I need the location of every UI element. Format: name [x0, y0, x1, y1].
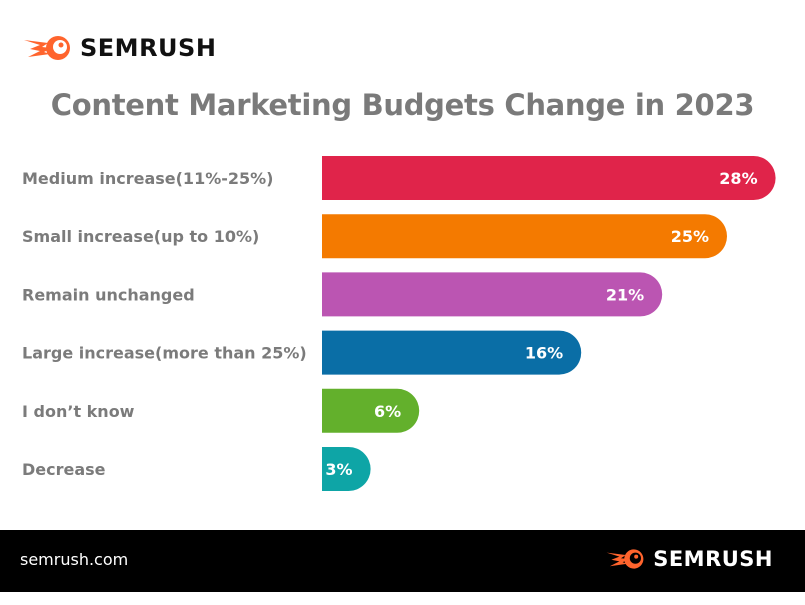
value-label: 25% — [671, 227, 709, 246]
bar — [322, 388, 420, 433]
bar-chart: Medium increase(11%-25%) 28% Small increas… — [22, 156, 776, 491]
site-url[interactable]: semrush.com — [20, 550, 129, 569]
bar — [322, 214, 727, 259]
semrush-fireball-icon — [24, 36, 70, 60]
bar — [322, 447, 371, 491]
category-label: Remain unchanged — [22, 285, 195, 304]
footer: semrush.com SEMRUSH — [0, 530, 805, 592]
semrush-footer-logo: SEMRUSH — [605, 547, 773, 571]
category-label: Medium increase(11%-25%) — [22, 169, 273, 188]
semrush-wordmark: SEMRUSH — [80, 34, 217, 62]
value-label: 6% — [374, 402, 401, 421]
value-label: 28% — [719, 169, 757, 188]
bar — [322, 156, 776, 200]
bar — [322, 272, 663, 317]
value-label: 21% — [606, 285, 644, 304]
semrush-fireball-icon — [606, 549, 644, 569]
category-label: Small increase(up to 10%) — [22, 227, 259, 246]
semrush-logo: SEMRUSH — [22, 34, 216, 62]
semrush-wordmark: SEMRUSH — [653, 547, 773, 571]
value-label: 16% — [525, 344, 563, 363]
category-label: Decrease — [22, 460, 106, 479]
chart-title: Content Marketing Budgets Change in 2023 — [50, 88, 755, 122]
value-label: 3% — [325, 460, 352, 479]
category-label: I don’t know — [22, 402, 135, 421]
bar — [322, 330, 582, 375]
category-label: Large increase(more than 25%) — [22, 344, 307, 363]
